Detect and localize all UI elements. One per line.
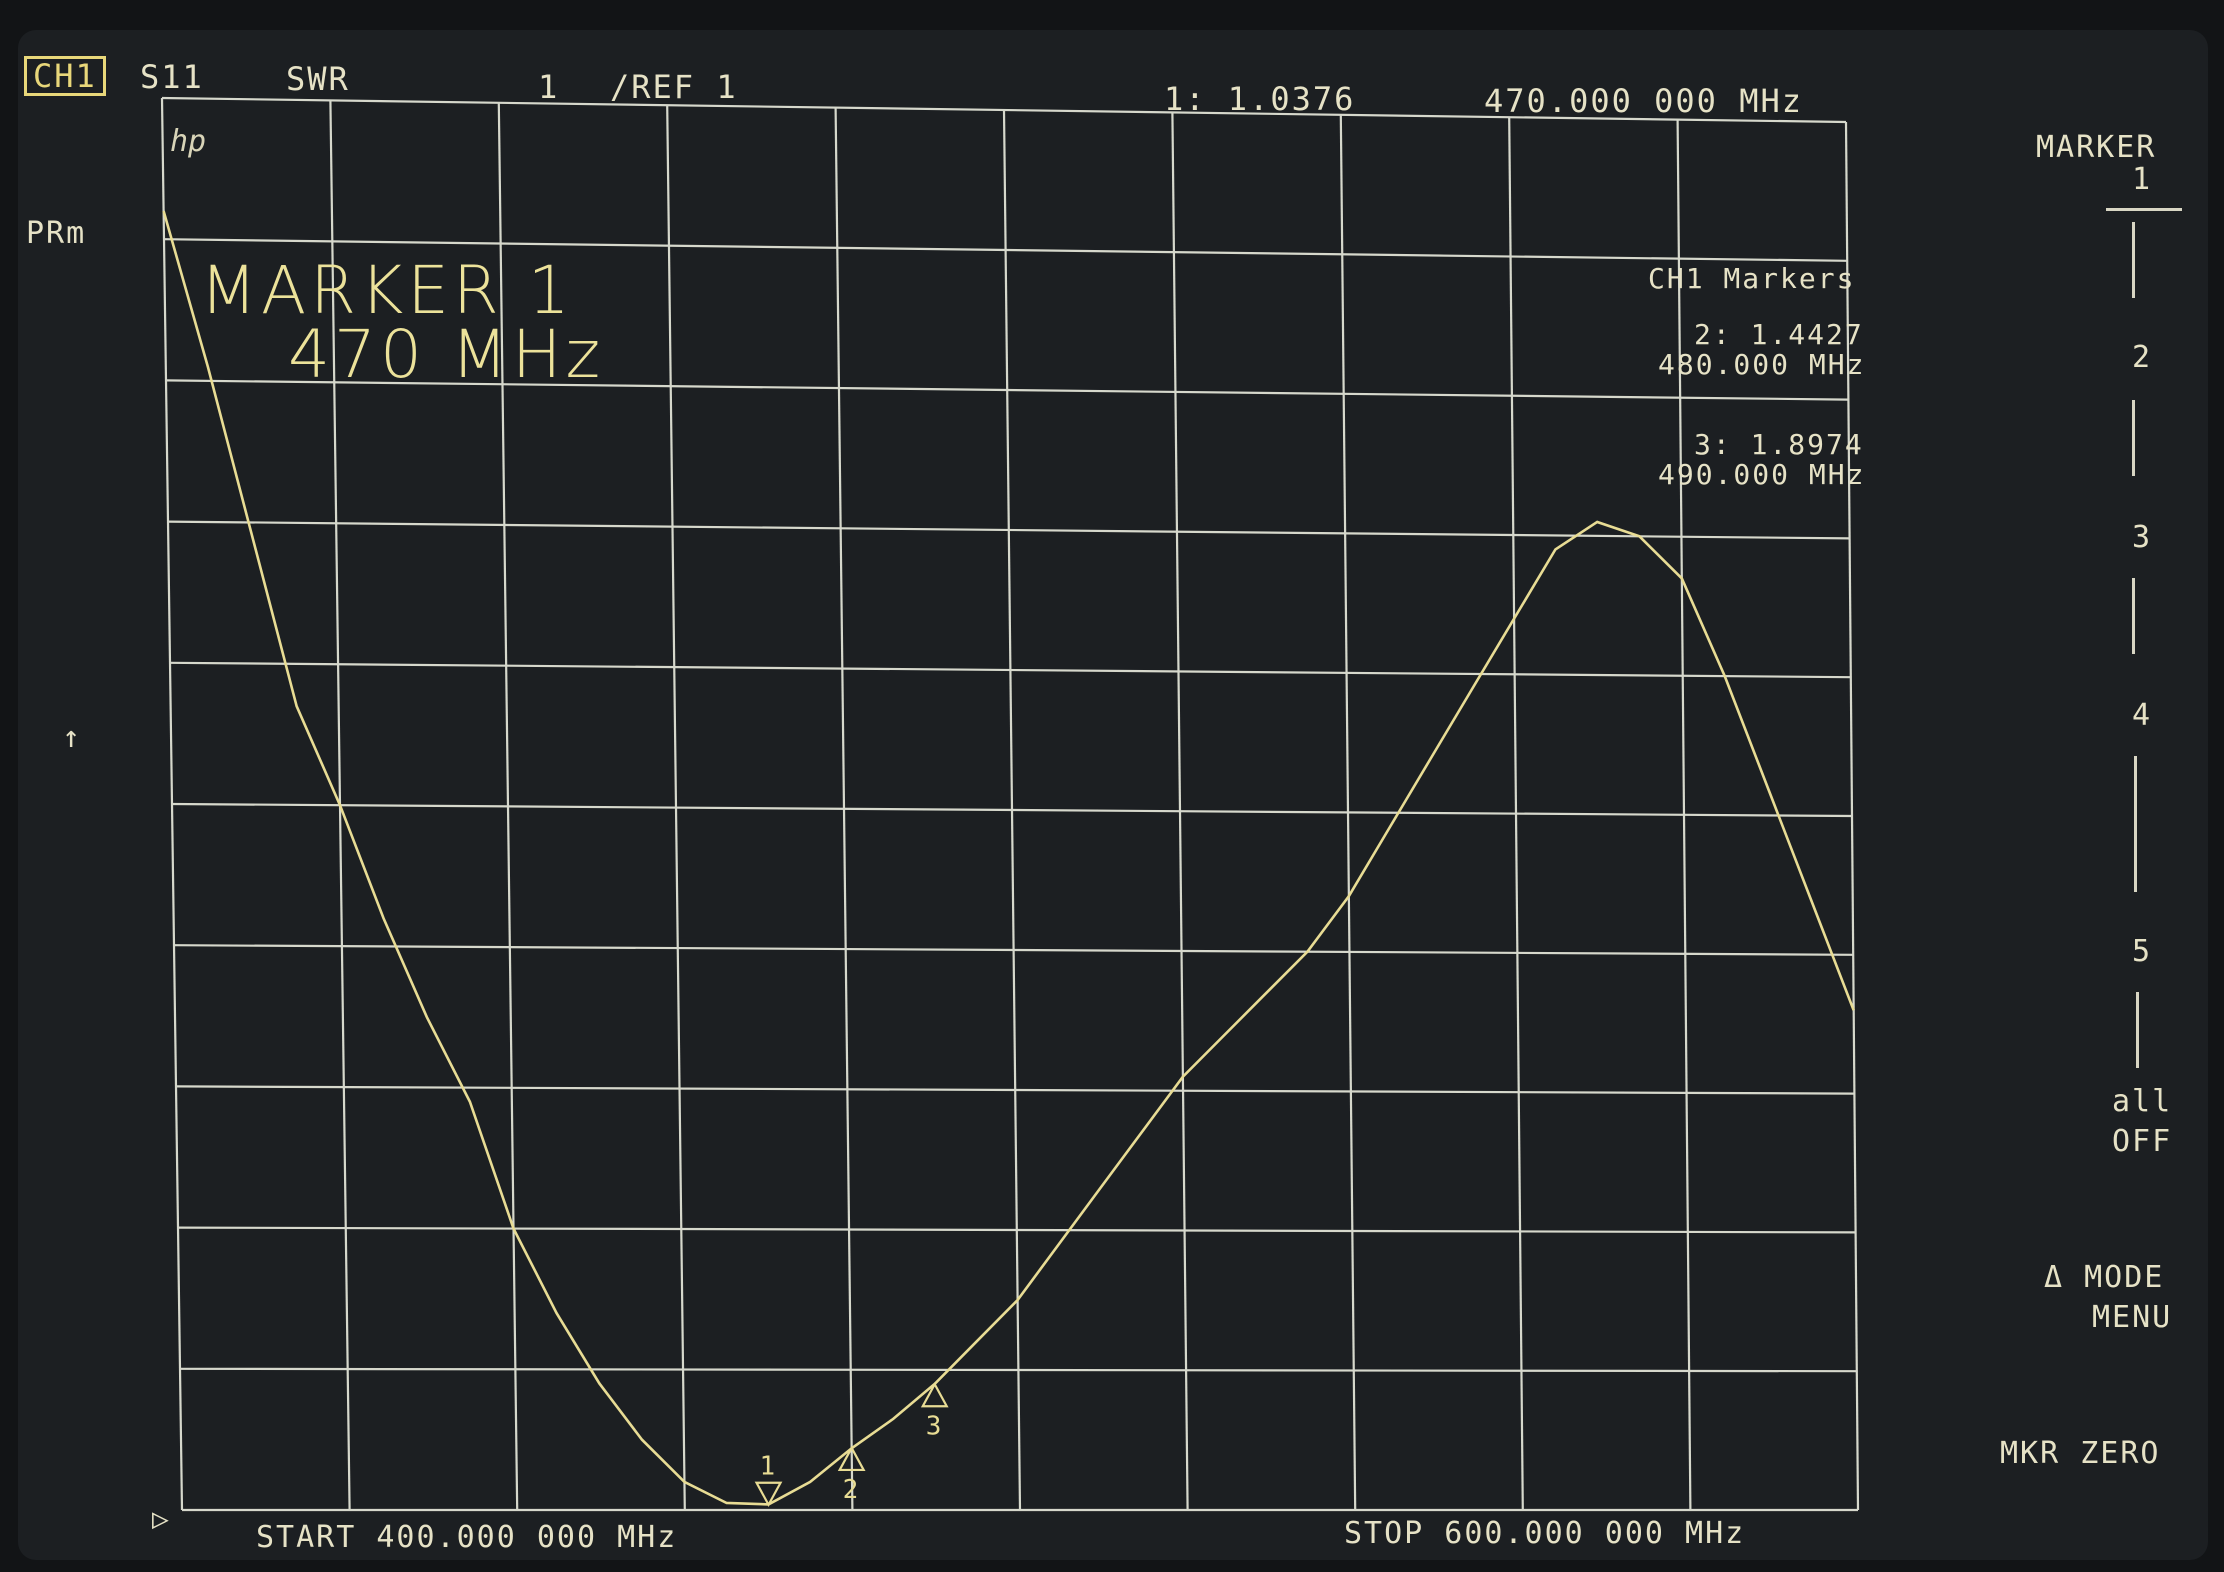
- marker-3-value: 3: 1.8974: [1694, 428, 1864, 461]
- softkey-all-off-line2[interactable]: OFF: [2112, 1124, 2173, 1159]
- channel-indicator: CH1: [24, 56, 106, 96]
- marker-number-label: 2: [843, 1475, 859, 1505]
- softkey-separator: [2132, 222, 2135, 298]
- active-marker-frequency: 470 MHz: [288, 316, 605, 393]
- softkey-marker-5[interactable]: 5: [2132, 934, 2153, 969]
- scale-reference: /REF 1: [610, 68, 738, 106]
- grid-line-horizontal: [165, 379, 1849, 401]
- grid-line-horizontal: [169, 661, 1851, 679]
- grid-line-horizontal: [167, 520, 1850, 540]
- grid-line-horizontal: [171, 802, 1853, 818]
- grid-line-horizontal: [175, 1085, 1855, 1095]
- active-softkey-underline: [2106, 208, 2182, 211]
- softkey-marker-title: MARKER: [2036, 130, 2157, 165]
- reference-arrow-icon: ↑: [62, 720, 83, 755]
- marker-triangle: [754, 1481, 783, 1508]
- marker-3-frequency: 490.000 MHz: [1658, 458, 1866, 491]
- softkey-marker-2[interactable]: 2: [2132, 340, 2153, 375]
- start-frequency: START 400.000 000 MHz: [256, 1520, 678, 1555]
- grid-line-horizontal: [177, 1226, 1856, 1234]
- softkey-separator: [2136, 992, 2139, 1068]
- softkey-separator: [2134, 756, 2137, 892]
- marker-1-symbol: 1: [754, 1452, 783, 1508]
- hp-logo: hp: [170, 124, 207, 159]
- marker-2-value: 2: 1.4427: [1694, 318, 1864, 351]
- marker-frequency: 470.000 000 MHz: [1484, 82, 1803, 120]
- swr-trace: [162, 210, 1855, 1506]
- grid-line-horizontal: [163, 238, 1848, 262]
- grid-line-horizontal: [173, 944, 1854, 956]
- reference-position-icon: ▷: [152, 1502, 171, 1535]
- grid-line-horizontal: [179, 1367, 1857, 1373]
- softkey-marker-1[interactable]: 1: [2132, 162, 2153, 197]
- softkey-marker-3[interactable]: 3: [2132, 520, 2153, 555]
- active-marker-title: MARKER 1: [200, 252, 574, 329]
- softkey-marker-4[interactable]: 4: [2132, 698, 2153, 733]
- marker-number-label: 1: [760, 1452, 776, 1482]
- grid-line-horizontal: [161, 96, 1847, 124]
- marker-triangle: [837, 1445, 866, 1472]
- marker-3-symbol: 3: [920, 1381, 949, 1441]
- marker-number-label: 3: [926, 1411, 942, 1441]
- softkey-separator: [2132, 578, 2135, 654]
- marker-readout: 1: 1.0376: [1164, 80, 1356, 118]
- marker-2-symbol: 2: [837, 1445, 866, 1505]
- marker-list-title: CH1 Markers: [1648, 262, 1856, 295]
- softkey-all-off-line1[interactable]: all: [2112, 1084, 2173, 1119]
- scale-value: 1: [538, 68, 560, 106]
- softkey-delta-mode-line2[interactable]: MENU: [2092, 1300, 2173, 1335]
- stop-frequency: STOP 600.000 000 MHz: [1344, 1516, 1746, 1551]
- marker-2-frequency: 480.000 MHz: [1658, 348, 1866, 381]
- analyzer-screen: [18, 30, 2208, 1560]
- chart-grid: [160, 96, 1860, 1512]
- softkey-delta-mode-line1[interactable]: Δ MODE: [2044, 1260, 2165, 1295]
- softkey-separator: [2132, 400, 2135, 476]
- softkey-marker-zero[interactable]: MKR ZERO: [2000, 1436, 2161, 1471]
- parameter-label: S11: [140, 58, 204, 96]
- prm-label: PRm: [26, 216, 87, 251]
- marker-triangle: [920, 1381, 949, 1408]
- marker-symbols: 1 2 3: [754, 1381, 949, 1508]
- format-label: SWR: [286, 60, 350, 98]
